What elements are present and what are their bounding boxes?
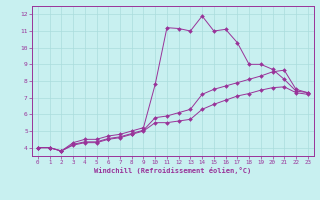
X-axis label: Windchill (Refroidissement éolien,°C): Windchill (Refroidissement éolien,°C)	[94, 167, 252, 174]
